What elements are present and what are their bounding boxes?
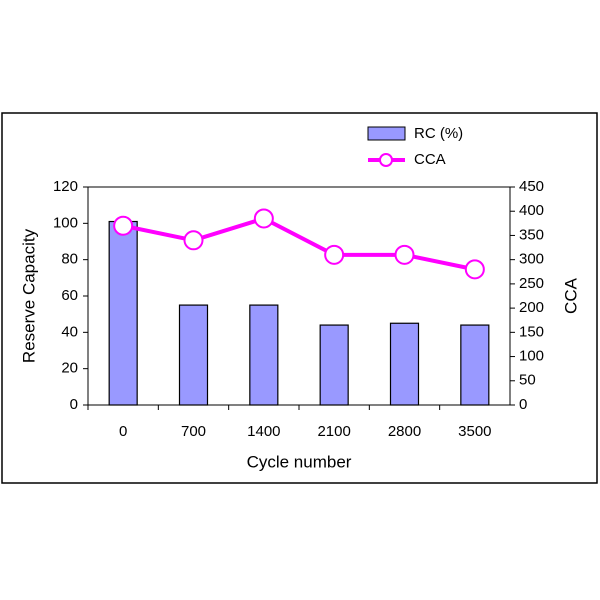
marker xyxy=(113,215,134,236)
x-tick-label: 2800 xyxy=(388,423,421,440)
bar xyxy=(319,324,349,406)
marker xyxy=(253,208,274,229)
bar xyxy=(460,324,490,406)
x-tick-label: 700 xyxy=(181,423,206,440)
marker xyxy=(183,230,204,251)
y2-tick-label: 50 xyxy=(519,372,536,389)
y-tick-label: 40 xyxy=(61,323,78,340)
bar xyxy=(178,304,209,406)
y2-tick-label: 450 xyxy=(519,178,544,195)
y-tick-label: 120 xyxy=(53,178,78,195)
bar xyxy=(249,304,279,406)
legend-label: CCA xyxy=(414,151,446,168)
y2-axis-label: CCA xyxy=(561,277,580,314)
y2-tick-label: 150 xyxy=(519,323,544,340)
marker xyxy=(394,244,415,265)
x-tick-label: 1400 xyxy=(247,423,280,440)
line xyxy=(122,216,476,272)
y2-tick-label: 100 xyxy=(519,348,544,365)
bar xyxy=(108,220,138,406)
y-tick-label: 20 xyxy=(61,360,78,377)
legend-swatch xyxy=(367,126,406,141)
y2-tick-label: 200 xyxy=(519,299,544,316)
y2-tick-label: 350 xyxy=(519,226,544,243)
bar xyxy=(389,322,420,406)
x-tick-label: 2100 xyxy=(317,423,350,440)
y2-tick-label: 300 xyxy=(519,251,544,268)
legend-marker xyxy=(379,153,393,167)
y2-tick-label: 400 xyxy=(519,202,544,219)
y-tick-label: 100 xyxy=(53,214,78,231)
y-tick-label: 0 xyxy=(70,396,78,413)
y-tick-label: 80 xyxy=(61,251,78,268)
y-tick-label: 60 xyxy=(61,287,78,304)
y-axis-label: Reserve Capacity xyxy=(19,228,38,363)
x-tick-label: 3500 xyxy=(458,423,491,440)
plot-frame xyxy=(87,186,511,406)
x-tick-label: 0 xyxy=(119,423,127,440)
y2-tick-label: 0 xyxy=(519,396,527,413)
y2-tick-label: 250 xyxy=(519,275,544,292)
legend-label: RC (%) xyxy=(414,125,463,142)
marker xyxy=(324,244,345,265)
x-axis-label: Cycle number xyxy=(247,452,352,471)
chart-frame xyxy=(1,112,598,484)
marker xyxy=(464,259,485,280)
